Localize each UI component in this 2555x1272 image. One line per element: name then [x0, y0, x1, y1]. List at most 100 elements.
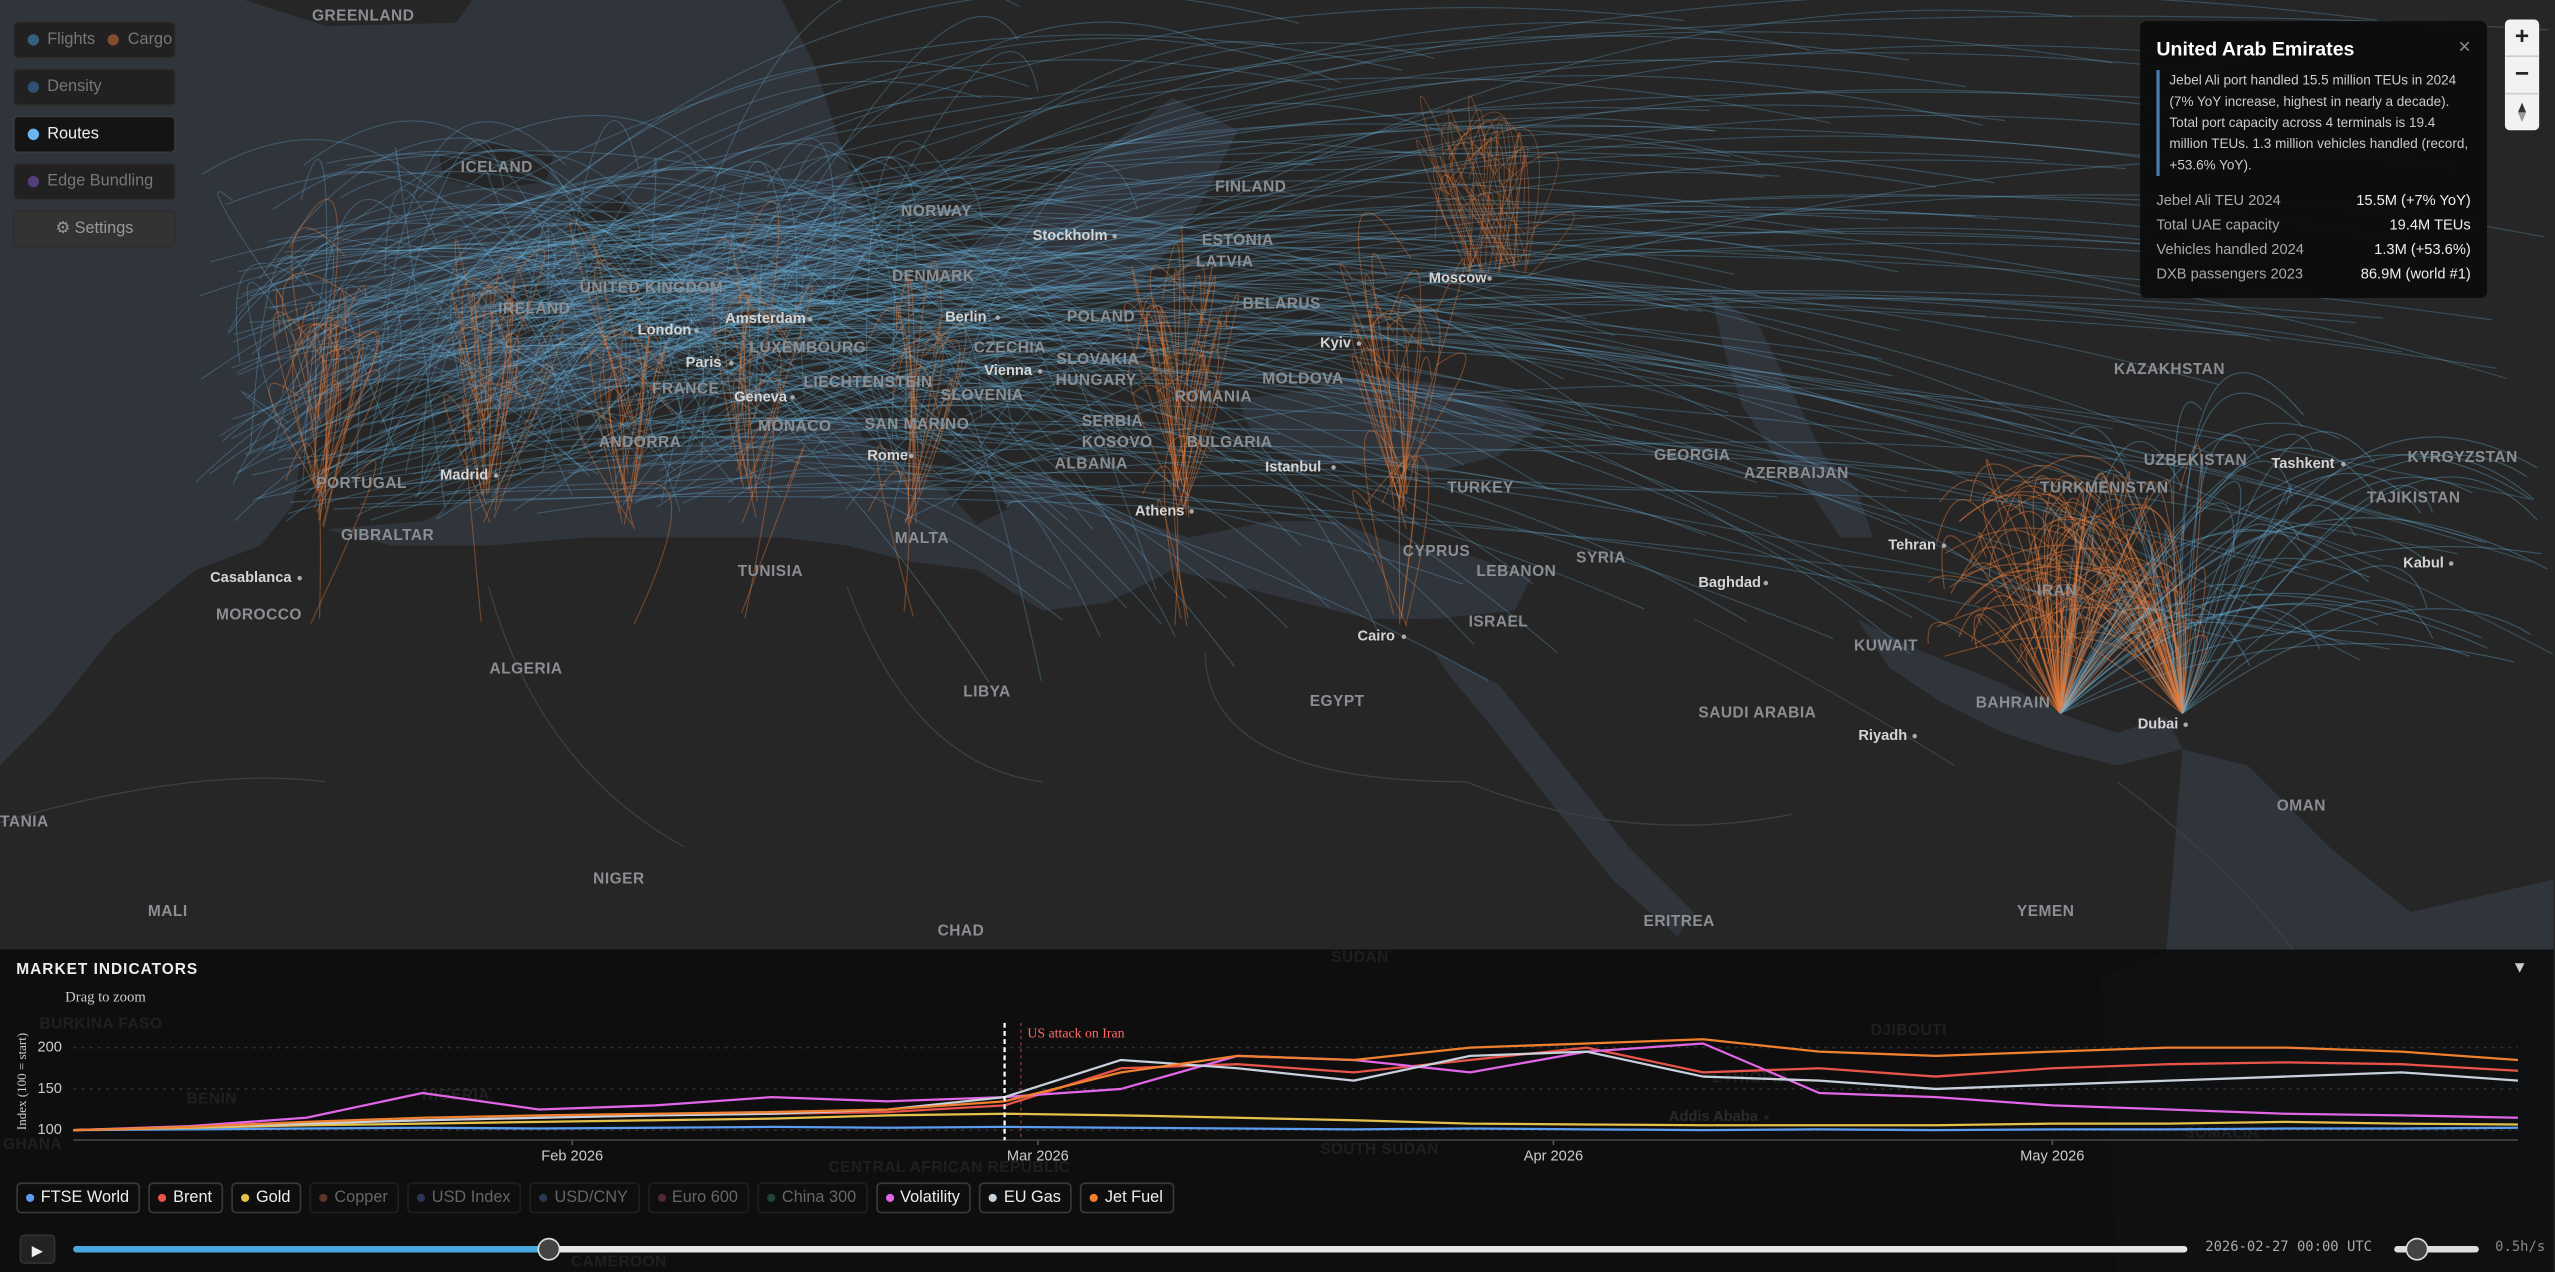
- route: [367, 203, 633, 277]
- legend-toggle[interactable]: USD/CNY: [530, 1182, 640, 1214]
- route: [2059, 447, 2374, 714]
- layer-dot: [27, 81, 40, 93]
- city-dot: [1763, 580, 1769, 586]
- route: [656, 213, 1565, 380]
- route: [546, 150, 2045, 394]
- x-tick-label: May 2026: [2020, 1148, 2084, 1164]
- route: [2181, 485, 2434, 714]
- route: [797, 364, 1129, 445]
- legend-toggle[interactable]: Copper: [309, 1182, 400, 1214]
- route: [2061, 591, 2183, 714]
- collapse-button[interactable]: ▼: [2511, 959, 2528, 978]
- route: [353, 282, 766, 339]
- settings-button[interactable]: ⚙ Settings: [13, 210, 176, 248]
- legend-toggle[interactable]: Brent: [148, 1182, 224, 1214]
- route: [530, 265, 1092, 444]
- layer-toggle[interactable]: Edge Bundling: [13, 162, 176, 201]
- route: [328, 301, 881, 429]
- route: [969, 392, 1094, 530]
- route: [1467, 146, 1529, 269]
- route: [327, 296, 402, 476]
- country-label: BULGARIA: [1187, 434, 1273, 451]
- route: [621, 252, 1131, 379]
- route: [1167, 262, 1206, 419]
- route: [319, 381, 342, 521]
- route: [1174, 274, 1202, 429]
- city-dot: [1941, 543, 1947, 548]
- legend-toggle[interactable]: USD Index: [407, 1182, 522, 1214]
- route: [2059, 469, 2124, 714]
- route: [550, 287, 997, 483]
- route: [289, 254, 1240, 390]
- route: [1371, 252, 1397, 426]
- timeline-time: 2026-02-27 00:00 UTC: [2205, 1239, 2372, 1256]
- route: [370, 348, 1538, 521]
- legend-label: FTSE World: [40, 1188, 130, 1207]
- route: [753, 156, 918, 325]
- timeline-thumb[interactable]: [537, 1237, 561, 1261]
- route: [195, 294, 843, 483]
- route: [236, 266, 1089, 374]
- legend-toggle[interactable]: China 300: [757, 1182, 868, 1214]
- route: [1360, 347, 1420, 501]
- route: [368, 140, 505, 440]
- reset-north[interactable]: [2505, 94, 2539, 130]
- route: [693, 327, 1549, 490]
- country-label: MALTA: [895, 530, 949, 547]
- route: [951, 133, 1761, 507]
- route: [469, 183, 962, 332]
- route: [2060, 643, 2514, 714]
- country-label: ISRAEL: [1469, 613, 1529, 630]
- legend-toggle[interactable]: EU Gas: [979, 1182, 1073, 1214]
- country-label: NIGER: [593, 871, 644, 888]
- route: [1984, 464, 2184, 714]
- route: [2059, 596, 2183, 714]
- legend-toggle[interactable]: FTSE World: [16, 1182, 141, 1214]
- route: [1152, 338, 1179, 491]
- legend-toggle[interactable]: Euro 600: [647, 1182, 750, 1214]
- route: [909, 323, 967, 523]
- route: [2045, 576, 2128, 714]
- country-label: SAUDI ARABIA: [1698, 704, 1816, 721]
- layer-toggle[interactable]: Routes: [13, 115, 176, 154]
- legend-toggle[interactable]: Jet Fuel: [1080, 1182, 1175, 1214]
- legend-toggle[interactable]: Gold: [231, 1182, 302, 1214]
- route: [412, 297, 2356, 475]
- route: [820, 209, 2508, 380]
- route: [947, 367, 1018, 416]
- speed-thumb[interactable]: [2405, 1237, 2429, 1261]
- route: [845, 297, 1300, 510]
- country-label: SLOVAKIA: [1056, 351, 1139, 368]
- route: [2059, 607, 2321, 714]
- route: [219, 287, 838, 437]
- route: [473, 301, 515, 450]
- legend-toggle[interactable]: Volatility: [875, 1182, 972, 1214]
- zoom-out[interactable]: −: [2504, 57, 2540, 95]
- layer-toggle[interactable]: Density: [13, 68, 176, 106]
- route: [1396, 295, 1434, 495]
- zoom-in[interactable]: +: [2504, 20, 2540, 58]
- route: [234, 371, 599, 522]
- route: [217, 191, 285, 301]
- layer-toggle[interactable]: Flights Cargo: [13, 21, 176, 59]
- play-button[interactable]: ▶: [19, 1234, 56, 1264]
- route: [405, 360, 611, 474]
- timeline-track[interactable]: [73, 1237, 2188, 1261]
- compass-icon: [2517, 102, 2527, 123]
- close-button[interactable]: ×: [2458, 34, 2471, 59]
- route: [2053, 503, 2187, 714]
- route: [1163, 435, 1213, 619]
- route: [1973, 613, 2061, 714]
- route: [1146, 304, 1185, 510]
- route: [345, 284, 397, 454]
- speed-track[interactable]: [2394, 1237, 2479, 1261]
- country-label: ESTONIA: [1202, 232, 1274, 249]
- route: [977, 331, 1160, 450]
- route: [266, 201, 999, 263]
- market-chart[interactable]: 100 150 200 Index (100 = start) Feb 2026 Mar …: [0, 950, 2554, 1178]
- city-label: Casablanca: [210, 570, 292, 586]
- route: [1416, 139, 1468, 272]
- route: [515, 179, 893, 365]
- route: [659, 212, 971, 385]
